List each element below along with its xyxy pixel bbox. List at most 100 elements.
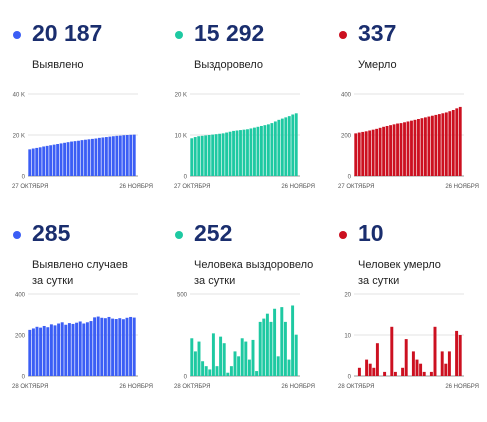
bar <box>89 321 93 376</box>
label-line-1: Выявлено <box>32 59 84 71</box>
bar <box>60 322 64 376</box>
bar <box>125 317 129 376</box>
dot-marker <box>13 31 21 39</box>
y-tick-label: 0 <box>348 175 352 181</box>
bar <box>96 316 100 376</box>
bar <box>125 135 129 176</box>
x-label-end: 26 НОЯБРЯ <box>119 384 153 390</box>
label-line-1: Человека выздоровело <box>194 259 314 271</box>
panel-deaths-daily: 10 Человек умерло за сутки 0 10 20 28 ОКТЯБ… <box>336 218 487 418</box>
bar <box>434 114 438 176</box>
y-tick-label: 10 K <box>175 134 187 140</box>
bar <box>280 307 284 376</box>
bar <box>291 305 295 376</box>
bar <box>420 118 424 176</box>
bar <box>221 133 225 176</box>
bar <box>28 149 32 176</box>
bar <box>280 118 284 176</box>
bar <box>239 130 242 176</box>
bar <box>118 318 122 376</box>
x-label-end: 26 НОЯБРЯ <box>445 184 479 190</box>
value: 252 <box>194 220 233 246</box>
bar <box>75 322 79 376</box>
label: Выявлено случаев за сутки <box>32 257 128 289</box>
x-label-start: 28 ОКТЯБРЯ <box>174 384 211 390</box>
chart: 0 200 400 27 ОКТЯБРЯ 26 НОЯБРЯ <box>338 93 479 191</box>
bar <box>251 339 255 376</box>
bar <box>31 328 35 376</box>
bar <box>427 116 431 176</box>
bar <box>361 131 365 176</box>
bar <box>118 135 122 176</box>
bar <box>415 359 419 376</box>
bar <box>255 371 259 376</box>
bar <box>354 133 358 176</box>
bar <box>67 323 71 376</box>
bar <box>455 108 459 176</box>
bar <box>371 129 375 176</box>
bar <box>410 120 413 176</box>
bar <box>368 363 372 376</box>
bar <box>197 136 201 176</box>
value: 20 187 <box>32 20 103 46</box>
bar <box>77 140 80 176</box>
bar <box>422 371 426 376</box>
bar <box>64 324 68 376</box>
bar <box>256 126 260 176</box>
bar <box>53 325 57 376</box>
bar <box>372 367 376 376</box>
dot-marker <box>339 231 347 239</box>
bar <box>211 134 215 176</box>
bar <box>368 130 372 176</box>
bar <box>85 322 89 376</box>
bar <box>82 323 86 376</box>
bar <box>56 144 60 176</box>
bar <box>207 135 211 176</box>
bar <box>396 123 399 176</box>
bar <box>242 129 246 176</box>
bar <box>111 318 115 376</box>
bar <box>423 117 427 176</box>
bar <box>249 128 253 176</box>
bar <box>35 326 39 376</box>
x-label-end: 26 НОЯБРЯ <box>281 184 315 190</box>
bar <box>451 109 455 176</box>
bar <box>429 371 433 376</box>
y-tick-label: 200 <box>341 134 352 140</box>
label-line-2: за сутки <box>194 275 236 287</box>
bar <box>101 137 105 176</box>
chart: 0 500 28 ОКТЯБРЯ 26 НОЯБРЯ <box>174 293 315 391</box>
bar <box>211 333 215 376</box>
bar <box>237 356 241 376</box>
bar <box>273 308 277 376</box>
bar <box>42 325 46 376</box>
bar <box>390 326 394 376</box>
label-line-1: Выздоровело <box>194 59 263 71</box>
bar <box>38 147 42 176</box>
bar <box>401 367 405 376</box>
bar <box>444 363 448 376</box>
bar <box>28 329 32 376</box>
bar <box>375 343 379 376</box>
bar <box>385 125 389 176</box>
bar <box>458 106 462 176</box>
x-label-end: 26 НОЯБРЯ <box>281 384 315 390</box>
label: Умерло <box>358 57 397 73</box>
bar <box>46 327 50 376</box>
bar <box>411 351 415 376</box>
bar <box>63 142 67 176</box>
y-tick-label: 0 <box>22 175 26 181</box>
y-tick-label: 40 K <box>13 93 25 99</box>
bar <box>273 121 277 176</box>
label-line-2: за сутки <box>32 275 74 287</box>
y-tick-label: 200 <box>15 334 26 340</box>
bar <box>190 138 194 176</box>
y-tick-label: 0 <box>348 375 352 381</box>
dot-marker <box>13 231 21 239</box>
bar <box>129 134 133 176</box>
bar <box>214 134 218 176</box>
bar <box>73 141 77 176</box>
bar <box>246 129 249 176</box>
bar <box>266 124 270 176</box>
bar <box>70 141 73 176</box>
